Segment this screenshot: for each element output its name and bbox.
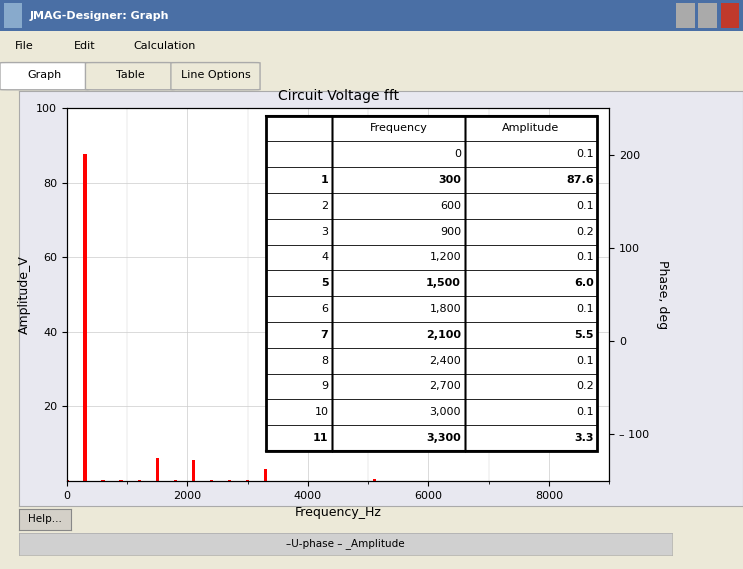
Text: 5.5: 5.5: [574, 330, 594, 340]
Text: 1,500: 1,500: [426, 278, 461, 288]
Bar: [721, 3, 739, 28]
Text: 3,000: 3,000: [429, 407, 461, 417]
Text: 2,700: 2,700: [429, 381, 461, 391]
Bar: [698, 3, 717, 28]
Text: 5: 5: [321, 278, 328, 288]
Text: 87.6: 87.6: [566, 175, 594, 185]
Text: Graph: Graph: [27, 70, 62, 80]
Text: 6.0: 6.0: [574, 278, 594, 288]
Text: JMAG-Designer: Graph: JMAG-Designer: Graph: [30, 11, 169, 20]
Text: 10: 10: [314, 407, 328, 417]
Bar: [228, 480, 231, 481]
Text: 1,200: 1,200: [429, 253, 461, 262]
Text: 900: 900: [440, 226, 461, 237]
Title: Circuit Voltage fft: Circuit Voltage fft: [277, 89, 399, 103]
Text: Amplitude: Amplitude: [502, 123, 559, 134]
FancyBboxPatch shape: [0, 63, 89, 90]
Text: 1: 1: [321, 175, 328, 185]
Text: Help...: Help...: [27, 514, 62, 525]
Text: 0.1: 0.1: [576, 149, 594, 159]
Text: 0.2: 0.2: [576, 226, 594, 237]
Bar: [4, 3, 22, 28]
Text: File: File: [15, 40, 33, 51]
Text: –U-phase – _Amplitude: –U-phase – _Amplitude: [286, 538, 405, 550]
Bar: [266, 116, 597, 451]
Text: 600: 600: [440, 201, 461, 211]
Text: 2: 2: [321, 201, 328, 211]
Text: 0.1: 0.1: [576, 253, 594, 262]
Bar: [155, 459, 159, 481]
Text: 1,800: 1,800: [429, 304, 461, 314]
Text: 0.1: 0.1: [576, 356, 594, 366]
Text: 11: 11: [313, 433, 328, 443]
Text: Calculation: Calculation: [134, 40, 196, 51]
Text: 7: 7: [321, 330, 328, 340]
Bar: [676, 3, 695, 28]
Text: 0.1: 0.1: [576, 201, 594, 211]
Text: 2,100: 2,100: [426, 330, 461, 340]
FancyBboxPatch shape: [171, 63, 260, 90]
Y-axis label: Phase, deg: Phase, deg: [655, 260, 669, 329]
Bar: [266, 116, 597, 451]
Text: 0.1: 0.1: [576, 407, 594, 417]
Bar: [264, 468, 267, 481]
Text: 6: 6: [322, 304, 328, 314]
Text: Edit: Edit: [74, 40, 96, 51]
FancyBboxPatch shape: [85, 63, 175, 90]
Text: 9: 9: [321, 381, 328, 391]
Text: Line Options: Line Options: [181, 70, 250, 80]
X-axis label: Frequency_Hz: Frequency_Hz: [295, 506, 381, 519]
Y-axis label: Amplitude_V: Amplitude_V: [18, 255, 30, 334]
Text: 3: 3: [322, 226, 328, 237]
Text: 3.3: 3.3: [574, 433, 594, 443]
Bar: [120, 480, 123, 481]
Text: Frequency: Frequency: [369, 123, 427, 134]
Bar: [83, 154, 87, 481]
Text: 0.2: 0.2: [576, 381, 594, 391]
Text: 3,300: 3,300: [426, 433, 461, 443]
Text: 0: 0: [454, 149, 461, 159]
Bar: [192, 460, 195, 481]
Text: 4: 4: [321, 253, 328, 262]
Text: 2,400: 2,400: [429, 356, 461, 366]
Text: 0.1: 0.1: [576, 304, 594, 314]
Text: 8: 8: [321, 356, 328, 366]
Text: 300: 300: [438, 175, 461, 185]
Text: Table: Table: [116, 70, 144, 80]
Bar: [372, 479, 376, 481]
